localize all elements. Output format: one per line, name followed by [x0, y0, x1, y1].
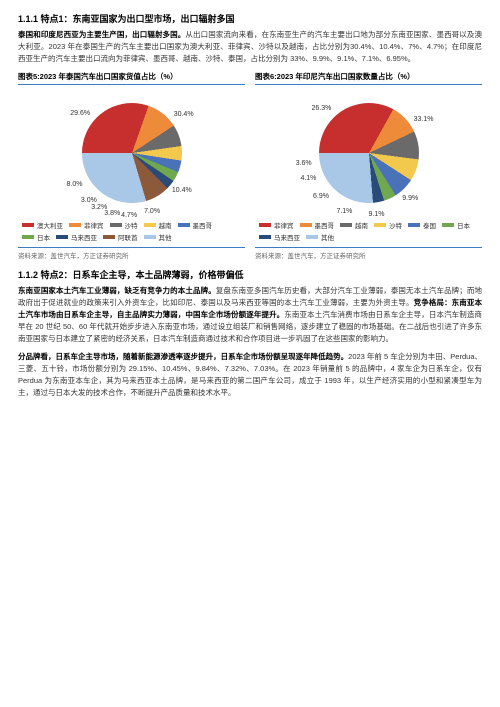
- legend-swatch: [56, 235, 68, 239]
- legend-swatch: [408, 223, 420, 227]
- legend-swatch: [300, 223, 312, 227]
- pie-slice-label: 6.9%: [313, 193, 329, 200]
- section2-para1: 东南亚国家本土汽车工业薄弱，缺乏有竞争力的本土品牌。复盘东南亚多国汽车历史看，大…: [18, 285, 482, 345]
- legend-label: 墨西哥: [315, 220, 335, 230]
- section2-heading: 1.1.2 特点2：日系车企主导，本土品牌薄弱，价格带偏低: [18, 268, 482, 281]
- legend-item: 沙特: [110, 220, 138, 230]
- legend-label: 沙特: [389, 220, 402, 230]
- legend-label: 菲律宾: [84, 220, 104, 230]
- chart6-pie: [319, 103, 419, 203]
- legend-label: 其他: [321, 232, 334, 242]
- pie-slice-label: 7.0%: [144, 208, 160, 215]
- section2-para1-bold: 东南亚国家本土汽车工业薄弱，缺乏有竞争力的本土品牌。: [18, 286, 216, 295]
- pie-slice-label: 8.0%: [67, 181, 83, 188]
- legend-item: 日本: [442, 220, 470, 230]
- pie-slice-label: 29.6%: [70, 110, 90, 117]
- legend-item: 其他: [144, 232, 172, 242]
- chart6-pie-wrap: 33.1% 9.9% 9.1% 7.1% 6.9% 4.1% 3.6% 26.3%: [255, 88, 482, 218]
- pie-slice-label: 26.3%: [311, 105, 331, 112]
- pie-slice-label: 10.4%: [172, 187, 192, 194]
- legend-label: 日本: [457, 220, 470, 230]
- legend-swatch: [110, 223, 122, 227]
- legend-swatch: [340, 223, 352, 227]
- legend-item: 泰国: [408, 220, 436, 230]
- legend-label: 泰国: [423, 220, 436, 230]
- legend-swatch: [69, 223, 81, 227]
- legend-item: 其他: [306, 232, 334, 242]
- legend-swatch: [144, 223, 156, 227]
- legend-label: 马来西亚: [71, 232, 97, 242]
- legend-label: 越南: [355, 220, 368, 230]
- legend-item: 沙特: [374, 220, 402, 230]
- section1-para: 泰国和印度尼西亚为主要生产国，出口辐射多国。从出口国家流向来看，在东南亚生产的汽…: [18, 29, 482, 65]
- section2-para2-bold: 分品牌看，日系车企主导市场，随着新能源渗透率逐步提升，日系车企市场份额呈现逐年降…: [18, 352, 348, 361]
- legend-label: 阿联酋: [118, 232, 138, 242]
- legend-item: 澳大利亚: [22, 220, 63, 230]
- pie-slice-label: 33.1%: [414, 116, 434, 123]
- section2-para2: 分品牌看，日系车企主导市场，随着新能源渗透率逐步提升，日系车企市场份额呈现逐年降…: [18, 351, 482, 399]
- legend-swatch: [259, 223, 271, 227]
- chart6-source: 资料来源：盖世汽车，方正证券研究所: [255, 247, 482, 260]
- charts-row: 图表5:2023 年泰国汽车出口国家货值占比（%） 30.4% 10.4% 7.0%…: [18, 71, 482, 260]
- chart5-title: 图表5:2023 年泰国汽车出口国家货值占比（%）: [18, 71, 245, 85]
- legend-swatch: [259, 235, 271, 239]
- legend-item: 墨西哥: [178, 220, 213, 230]
- legend-label: 沙特: [125, 220, 138, 230]
- legend-swatch: [178, 223, 190, 227]
- chart5-col: 图表5:2023 年泰国汽车出口国家货值占比（%） 30.4% 10.4% 7.0%…: [18, 71, 245, 260]
- pie-slice-label: 4.1%: [300, 175, 316, 182]
- pie-slice-label: 3.0%: [81, 197, 97, 204]
- pie-slice-label: 3.6%: [296, 160, 312, 167]
- legend-swatch: [103, 235, 115, 239]
- chart5-source: 资料来源：盖世汽车，方正证券研究所: [18, 247, 245, 260]
- legend-label: 马来西亚: [274, 232, 300, 242]
- chart5-pie: [82, 103, 182, 203]
- section-2: 1.1.2 特点2：日系车企主导，本土品牌薄弱，价格带偏低 东南亚国家本土汽车工…: [18, 268, 482, 399]
- pie-slice-label: 3.2%: [91, 204, 107, 211]
- chart5-legend: 澳大利亚 菲律宾 沙特 越南 墨西哥日本 马来西亚 阿联酋 其他: [18, 218, 245, 244]
- chart6-legend: 菲律宾 墨西哥 越南 沙特 泰国 日本马来西亚 其他: [255, 218, 482, 244]
- legend-item: 菲律宾: [259, 220, 294, 230]
- legend-item: 阿联酋: [103, 232, 138, 242]
- section1-heading: 1.1.1 特点1：东南亚国家为出口型市场，出口辐射多国: [18, 12, 482, 25]
- chart6-title: 图表6:2023 年印尼汽车出口国家数量占比（%）: [255, 71, 482, 85]
- legend-swatch: [374, 223, 386, 227]
- pie-slice-label: 9.1%: [369, 211, 385, 218]
- chart5-pie-wrap: 30.4%10.4%7.0%4.7%3.8%3.2%3.0%8.0%29.6%: [18, 88, 245, 218]
- legend-item: 墨西哥: [300, 220, 335, 230]
- legend-swatch: [22, 223, 34, 227]
- legend-swatch: [306, 235, 318, 239]
- legend-label: 澳大利亚: [37, 220, 63, 230]
- legend-item: 菲律宾: [69, 220, 104, 230]
- legend-item: 马来西亚: [259, 232, 300, 242]
- section1-para-bold: 泰国和印度尼西亚为主要生产国，出口辐射多国。: [18, 30, 185, 39]
- chart6-col: 图表6:2023 年印尼汽车出口国家数量占比（%） 33.1% 9.9% 9.1% 7…: [255, 71, 482, 260]
- pie-slice-label: 9.9%: [402, 195, 418, 202]
- legend-swatch: [442, 223, 454, 227]
- legend-item: 越南: [144, 220, 172, 230]
- pie-slice-label: 7.1%: [336, 208, 352, 215]
- legend-item: 越南: [340, 220, 368, 230]
- legend-label: 日本: [37, 232, 50, 242]
- legend-label: 越南: [159, 220, 172, 230]
- section-1: 1.1.1 特点1：东南亚国家为出口型市场，出口辐射多国 泰国和印度尼西亚为主要…: [18, 12, 482, 65]
- pie-slice-label: 4.7%: [121, 212, 137, 219]
- legend-item: 马来西亚: [56, 232, 97, 242]
- pie-slice-label: 30.4%: [174, 111, 194, 118]
- legend-swatch: [22, 235, 34, 239]
- legend-label: 菲律宾: [274, 220, 294, 230]
- legend-label: 其他: [159, 232, 172, 242]
- legend-item: 日本: [22, 232, 50, 242]
- legend-swatch: [144, 235, 156, 239]
- legend-label: 墨西哥: [193, 220, 213, 230]
